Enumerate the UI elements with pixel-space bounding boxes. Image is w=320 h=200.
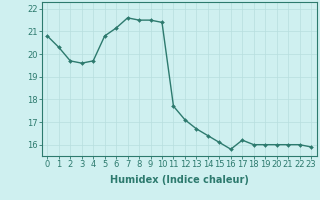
X-axis label: Humidex (Indice chaleur): Humidex (Indice chaleur) — [110, 175, 249, 185]
